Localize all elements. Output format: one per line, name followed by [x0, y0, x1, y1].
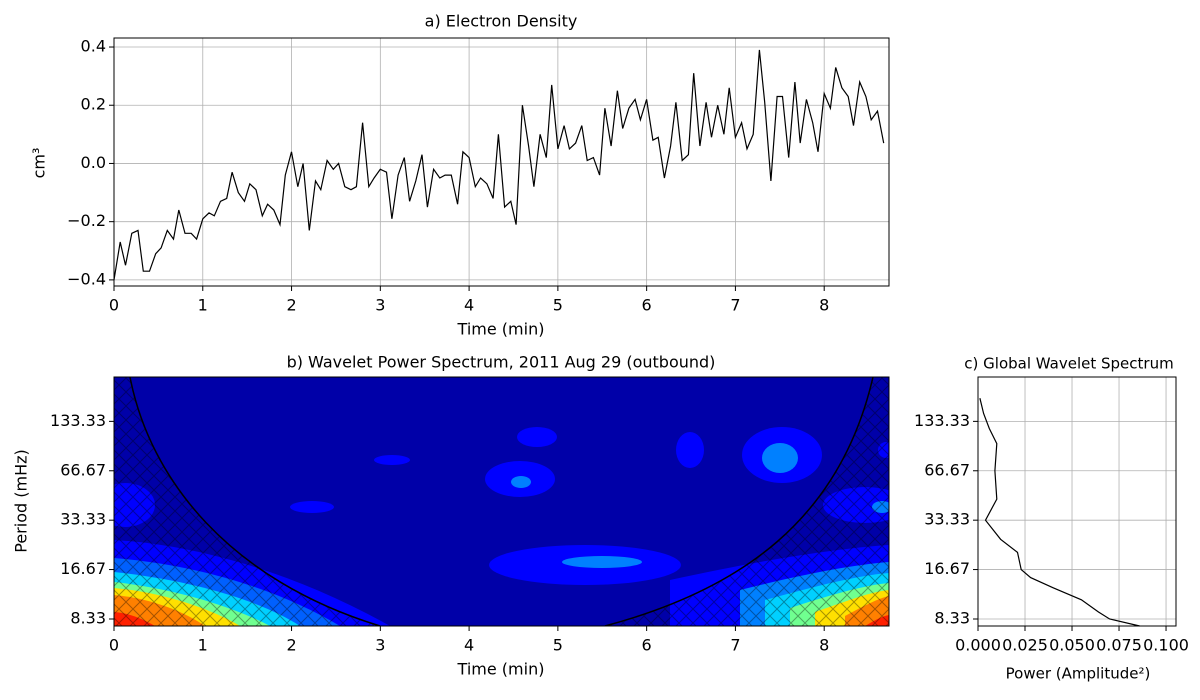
y-tick-label: 0.4 [81, 37, 106, 56]
contour-fill [511, 476, 531, 488]
contour-fill [762, 443, 798, 473]
x-tick-label: 4 [464, 296, 474, 315]
cone-of-influence-hatch [605, 377, 889, 626]
x-tick-label: 4 [464, 636, 474, 655]
x-tick-label: 0.075 [1096, 636, 1142, 655]
y-tick-label: −0.4 [67, 269, 106, 288]
x-tick-label: 8 [819, 636, 829, 655]
plot-frame [977, 376, 1177, 627]
y-tick-label: −0.2 [67, 211, 106, 230]
x-tick-label: 0.000 [955, 636, 1001, 655]
cone-of-influence [129, 377, 381, 626]
y-tick-label: 0.0 [81, 153, 106, 172]
x-axis-label: Time (min) [457, 660, 545, 679]
chart-title: b) Wavelet Power Spectrum, 2011 Aug 29 (… [287, 353, 716, 372]
contour-fill [374, 455, 410, 465]
x-tick-label: 0.050 [1049, 636, 1095, 655]
x-tick-label: 5 [553, 296, 563, 315]
y-tick-label: 66.67 [60, 460, 106, 479]
y-tick-label: 0.2 [81, 95, 106, 114]
x-tick-label: 7 [730, 296, 740, 315]
plot-frame [113, 376, 890, 627]
y-tick-label: 133.33 [50, 411, 106, 430]
contour-fill [517, 427, 557, 447]
x-tick-label: 0 [109, 296, 119, 315]
chart-title: a) Electron Density [425, 12, 578, 31]
x-axis-label: Power (Amplitude²) [1006, 665, 1151, 683]
cone-of-influence-hatch [114, 377, 380, 626]
y-tick-label: 33.33 [924, 510, 970, 529]
contour-fill [290, 501, 334, 513]
x-axis-label: Time (min) [457, 320, 545, 339]
x-tick-label: 1 [198, 636, 208, 655]
contour-middle [485, 427, 704, 585]
x-tick-label: 2 [286, 636, 296, 655]
wavelet-image [114, 377, 889, 626]
x-tick-label: 8 [819, 296, 829, 315]
y-tick-label: 8.33 [934, 608, 970, 627]
x-tick-label: 7 [730, 636, 740, 655]
y-tick-label: 8.33 [70, 608, 106, 627]
x-tick-label: 6 [642, 296, 652, 315]
chart-title: c) Global Wavelet Spectrum [964, 355, 1173, 373]
x-tick-label: 6 [642, 636, 652, 655]
contour-fill [562, 556, 642, 568]
x-tick-label: 3 [375, 636, 385, 655]
spectrum-line [979, 398, 1140, 627]
y-axis-label: cm³ [30, 148, 49, 179]
x-tick-label: 1 [198, 296, 208, 315]
x-tick-label: 5 [553, 636, 563, 655]
y-tick-label: 16.67 [60, 559, 106, 578]
x-tick-label: 3 [375, 296, 385, 315]
contour-fill [676, 432, 704, 468]
x-tick-label: 0 [109, 636, 119, 655]
x-tick-label: 2 [286, 296, 296, 315]
y-tick-label: 33.33 [60, 510, 106, 529]
x-tick-label: 0.025 [1002, 636, 1048, 655]
y-tick-label: 66.67 [924, 460, 970, 479]
y-axis-label: Period (mHz) [12, 449, 31, 552]
y-tick-label: 133.33 [914, 411, 970, 430]
y-tick-label: 16.67 [924, 559, 970, 578]
cone-of-influence [604, 377, 874, 626]
x-tick-label: 0.100 [1143, 636, 1189, 655]
plot-frame [113, 37, 890, 287]
data-line [113, 49, 885, 280]
